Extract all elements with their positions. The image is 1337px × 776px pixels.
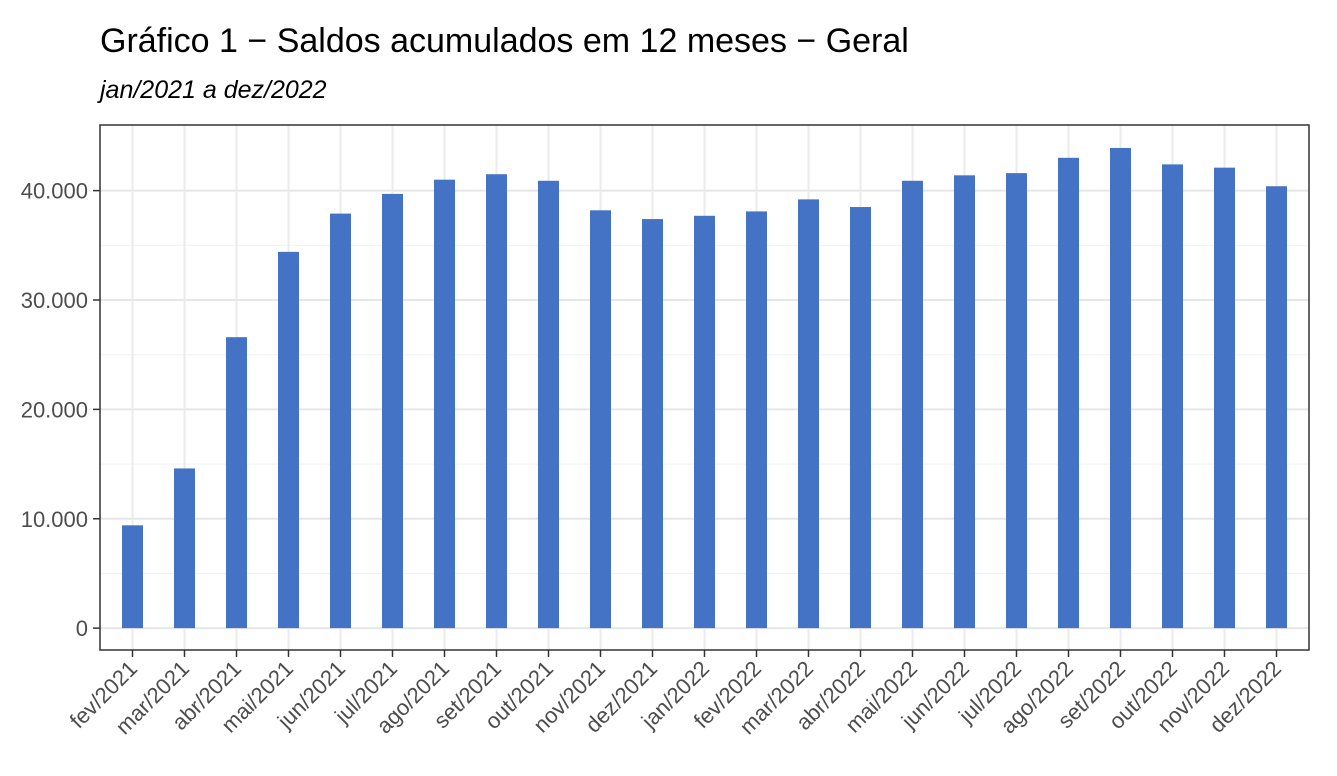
bar <box>122 525 143 629</box>
bar <box>1214 167 1235 629</box>
chart-subtitle: jan/2021 a dez/2022 <box>100 76 327 104</box>
bar <box>278 251 299 629</box>
bar <box>174 468 195 629</box>
bar <box>382 193 403 629</box>
bar <box>954 175 975 629</box>
bar <box>1266 186 1287 629</box>
y-tick-label: 20.000 <box>21 397 88 422</box>
chart-title: Gráfico 1 − Saldos acumulados em 12 mese… <box>100 22 909 60</box>
bar <box>902 180 923 629</box>
bar <box>1058 157 1079 629</box>
bar <box>330 213 351 629</box>
bar <box>226 337 247 629</box>
bar <box>642 219 663 629</box>
bar <box>590 210 611 629</box>
bar <box>1110 147 1131 629</box>
bar <box>798 199 819 629</box>
bar <box>538 180 559 629</box>
bar <box>486 174 507 629</box>
bar <box>746 211 767 629</box>
bar <box>694 215 715 629</box>
bar <box>1162 164 1183 629</box>
y-tick-label: 40.000 <box>21 179 88 204</box>
bar <box>1006 173 1027 629</box>
y-tick-label: 0 <box>76 616 88 641</box>
y-tick-label: 30.000 <box>21 288 88 313</box>
bar <box>850 207 871 629</box>
y-tick-label: 10.000 <box>21 507 88 532</box>
bar <box>434 179 455 629</box>
